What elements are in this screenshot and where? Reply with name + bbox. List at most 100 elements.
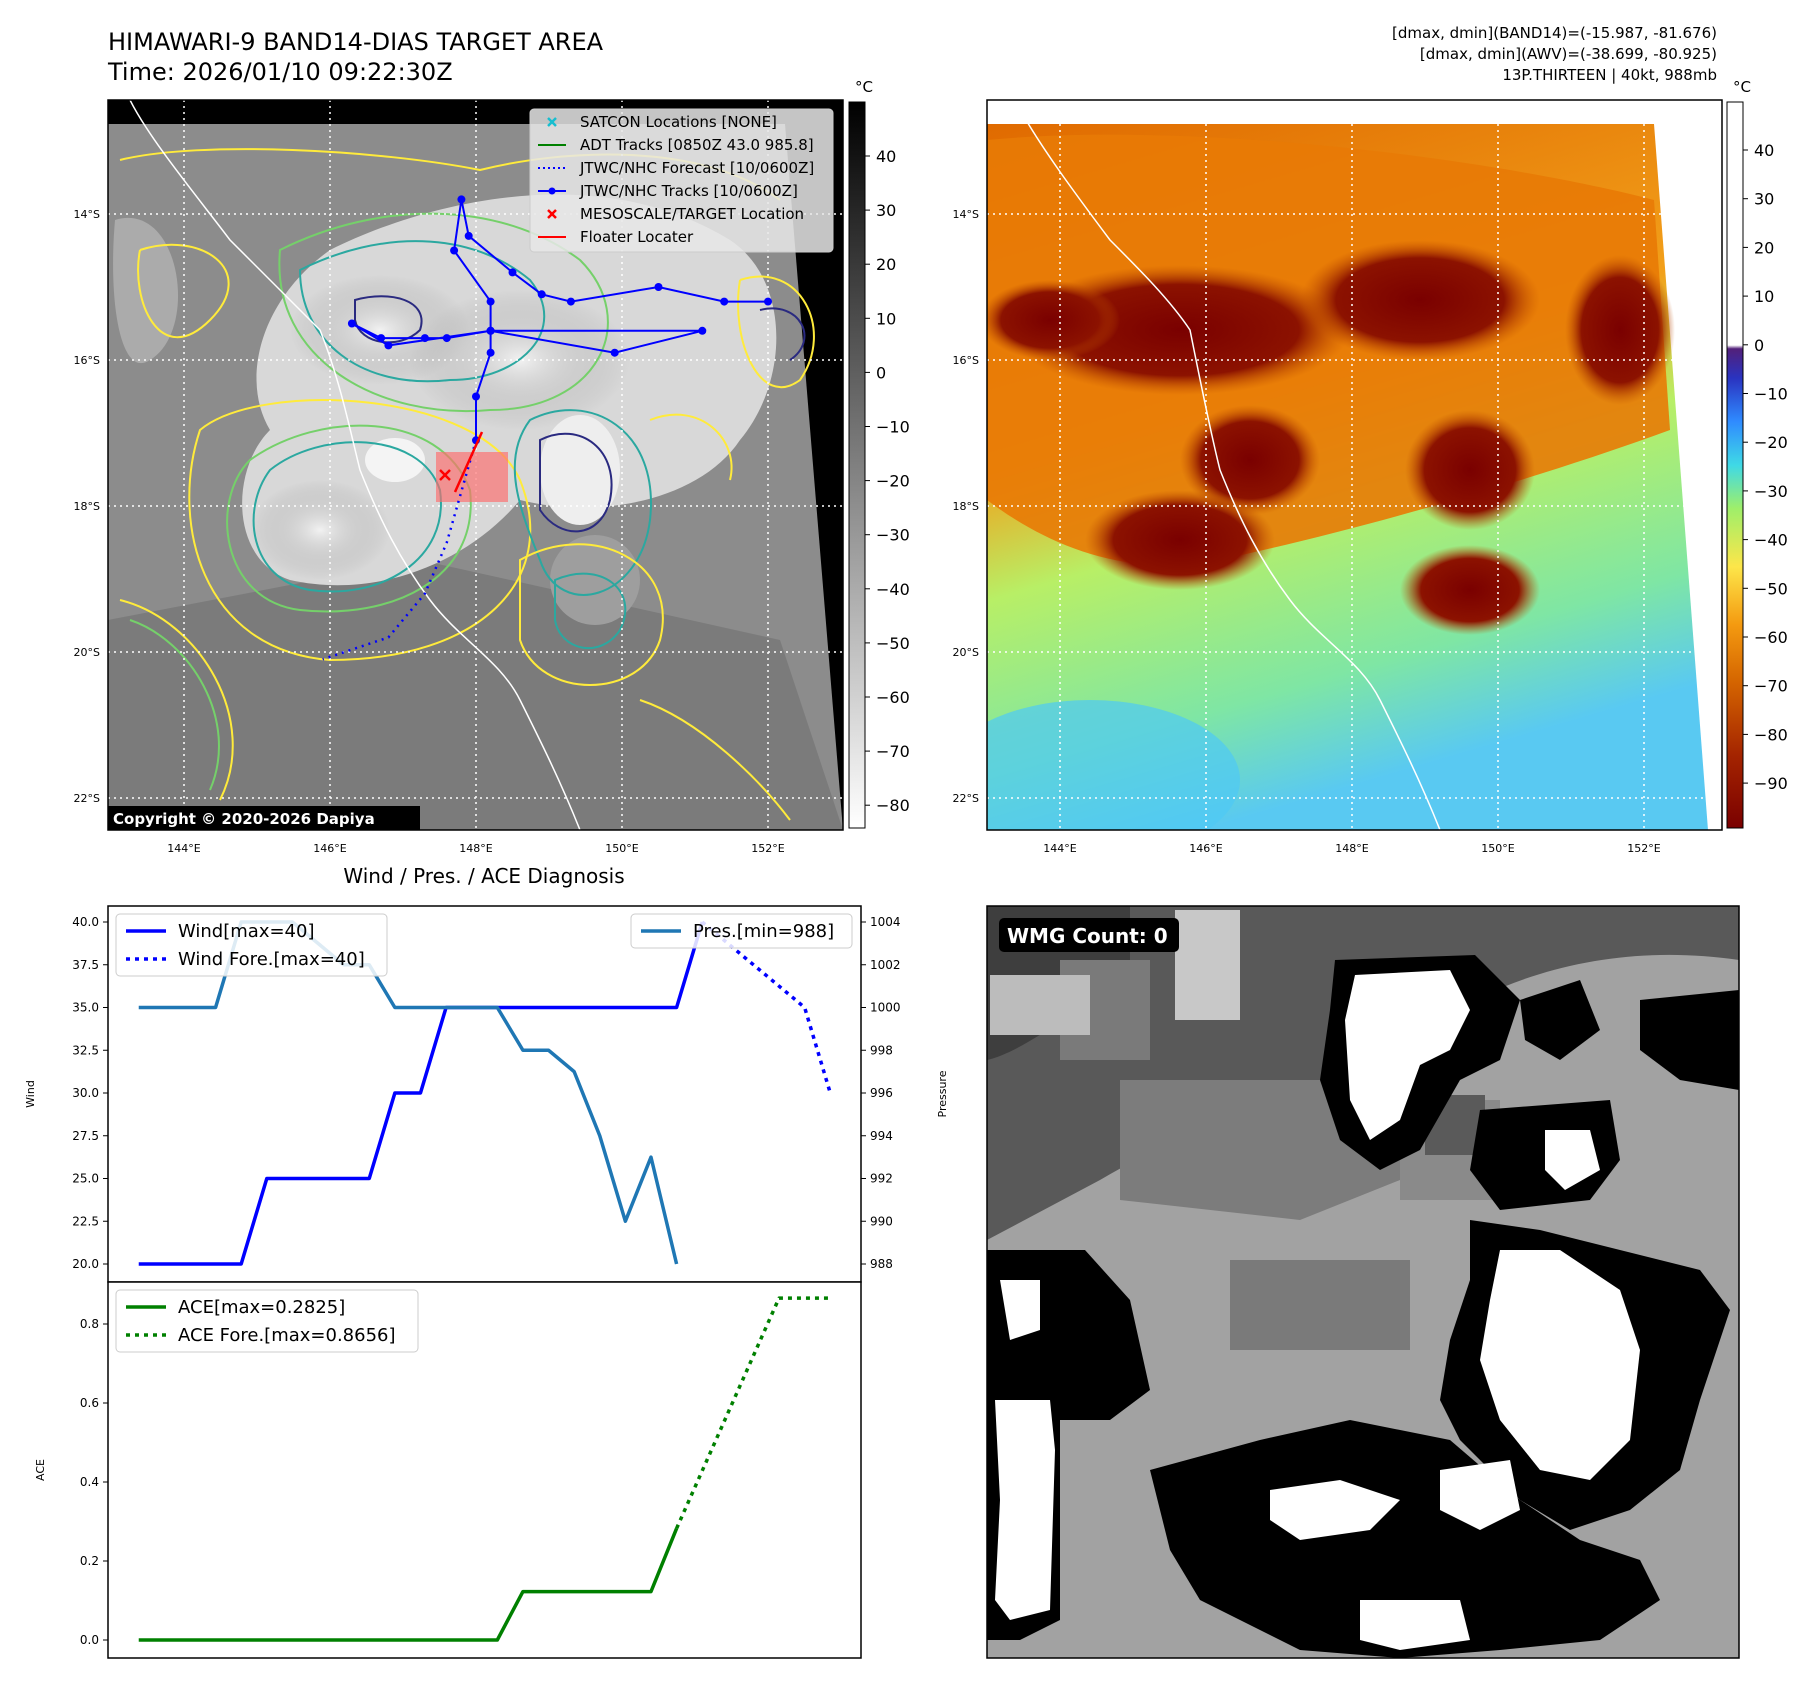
ace-panel: 0.8 0.6 0.4 0.2 0.0 ACE ACE[max=0.2825] ACE …: [34, 1281, 862, 1659]
colorbar-tick-label: −30: [1754, 482, 1788, 501]
jtwc-track-point: [566, 297, 575, 306]
jtwc-track-point: [377, 334, 386, 343]
ace-line: [138, 1527, 679, 1642]
colorbar-tick-label: 10: [876, 309, 896, 328]
jtwc-forecast-line: [322, 439, 478, 661]
colorbar-tick-label: 20: [1754, 238, 1774, 257]
colorbar-left: °C 40 30 20 10 0 −10 −20 −30 −40 −50 −60 −70 −80: [848, 78, 910, 829]
wind-tick-label: 25.0: [72, 1172, 99, 1186]
legend-pressure: Pres.[min=988]: [693, 921, 834, 942]
jtwc-track-point: [347, 319, 356, 328]
colorbar-tick-label: 30: [1754, 190, 1774, 209]
lat-tick-22: 22°S: [74, 792, 100, 805]
map-legend-label: Floater Locater: [580, 228, 694, 246]
awv-lat-tick-16: 16°S: [953, 354, 979, 367]
legend-x-marker: [547, 117, 557, 127]
colorbar-tick-label: −10: [876, 418, 910, 437]
colorbar-tick-label: −50: [876, 634, 910, 653]
ace-legend: ACE[max=0.2825] ACE Fore.[max=0.8656]: [115, 1289, 419, 1353]
jtwc-track-point: [508, 268, 517, 277]
legend-wind-fore: Wind Fore.[max=40]: [178, 949, 365, 970]
pressure-tick-label: 990: [870, 1214, 893, 1228]
awv-lat-tick-20: 20°S: [953, 646, 979, 659]
colorbar-tick-label: 20: [876, 255, 896, 274]
ace-tick-label: 0.6: [80, 1396, 99, 1410]
figure-title: HIMAWARI-9 BAND14-DIAS TARGET AREA: [108, 28, 604, 56]
jtwc-track-point: [720, 297, 729, 306]
map-legend-item: JTWC/NHC Forecast [10/0600Z]: [538, 159, 814, 177]
lon-tick-146: 146°E: [313, 842, 346, 855]
map-legend-label: ADT Tracks [0850Z 43.0 985.8]: [580, 136, 814, 154]
colorbar-tick-label: 10: [1754, 287, 1774, 306]
legend-ace: ACE[max=0.2825]: [178, 1297, 345, 1318]
wind-tick-label: 22.5: [72, 1214, 99, 1228]
pressure-axis-label: Pressure: [936, 1070, 949, 1117]
wind-tick-label: 40.0: [72, 915, 99, 929]
map-ir-legend: SATCON Locations [NONE] ADT Tracks [0850Z…: [529, 108, 834, 253]
colorbar-tick-label: −20: [876, 472, 910, 491]
colorbar-left-unit: °C: [855, 78, 873, 96]
wind-tick-label: 32.5: [72, 1043, 99, 1057]
pressure-tick-label: 1000: [870, 1001, 901, 1015]
pressure-tick-label: 1004: [870, 915, 901, 929]
jtwc-track-point: [654, 283, 663, 291]
pressure-tick-label: 992: [870, 1172, 893, 1186]
info-line-awv: [dmax, dmin](AWV)=(-38.699, -80.925): [1420, 45, 1717, 63]
awv-lon-tick-150: 150°E: [1481, 842, 1514, 855]
awv-lat-tick-22: 22°S: [953, 792, 979, 805]
awv-lon-tick-146: 146°E: [1189, 842, 1222, 855]
jtwc-track-point: [420, 334, 429, 343]
colorbar-tick-label: −80: [876, 796, 910, 815]
jtwc-track-point: [764, 297, 772, 306]
jtwc-track-point: [464, 231, 473, 240]
colorbar-tick-label: 0: [1754, 336, 1764, 355]
wind-forecast-line: [701, 920, 832, 1094]
wmg-panel: WMG Count: 0: [986, 905, 1740, 1659]
wind-tick-label: 27.5: [72, 1129, 99, 1143]
map-awv-gridlines: [987, 100, 1722, 830]
colorbar-tick-label: −10: [1754, 385, 1788, 404]
colorbar-tick-label: −50: [1754, 579, 1788, 598]
floater-locater-line: [453, 431, 484, 493]
pressure-tick-label: 998: [870, 1043, 893, 1057]
target-marker: [439, 469, 451, 481]
jtwc-track-point: [537, 290, 546, 299]
colorbar-tick-label: 0: [876, 363, 886, 382]
lat-tick-20: 20°S: [74, 646, 100, 659]
map-legend-label: JTWC/NHC Forecast [10/0600Z]: [579, 159, 814, 177]
map-legend-label: SATCON Locations [NONE]: [580, 113, 777, 131]
map-legend-item: ADT Tracks [0850Z 43.0 985.8]: [538, 136, 814, 154]
pressure-tick-label: 996: [870, 1086, 893, 1100]
wind-pressure-panel: 40.0 37.5 35.0 32.5 30.0 27.5 25.0 22.5 20.0 1004…: [24, 905, 949, 1283]
wmg-count-label: WMG Count: 0: [1007, 924, 1168, 948]
colorbar-tick-label: −70: [876, 742, 910, 761]
info-line-storm: 13P.THIRTEEN | 40kt, 988mb: [1502, 66, 1717, 84]
colorbar-tick-label: 30: [876, 201, 896, 220]
awv-lon-tick-144: 144°E: [1043, 842, 1076, 855]
colorbar-tick-label: −40: [1754, 531, 1788, 550]
jtwc-track-point: [442, 334, 451, 343]
legend-dot-marker: [548, 187, 556, 195]
map-legend-item: Floater Locater: [538, 228, 694, 246]
legend-wind: Wind[max=40]: [178, 921, 315, 942]
jtwc-track-point: [486, 348, 495, 357]
ace-tick-label: 0.8: [80, 1317, 99, 1331]
jtwc-track-layer: [322, 195, 772, 661]
colorbar-right-unit: °C: [1733, 78, 1751, 96]
ace-axis-label: ACE: [34, 1459, 47, 1481]
info-line-band14: [dmax, dmin](BAND14)=(-15.987, -81.676): [1392, 24, 1717, 42]
ace-tick-label: 0.4: [80, 1475, 99, 1489]
colorbar-tick-label: −80: [1754, 725, 1788, 744]
awv-lat-tick-14: 14°S: [953, 208, 979, 221]
jtwc-track-point: [457, 195, 466, 204]
wind-axis-label: Wind: [24, 1080, 37, 1108]
ace-tick-label: 0.2: [80, 1554, 99, 1568]
wind-tick-label: 20.0: [72, 1257, 99, 1271]
wind-legend: Wind[max=40] Wind Fore.[max=40]: [115, 913, 388, 977]
colorbar-tick-label: −70: [1754, 677, 1788, 696]
lat-tick-16: 16°S: [74, 354, 100, 367]
pressure-tick-label: 988: [870, 1257, 893, 1271]
colorbar-tick-label: −60: [876, 688, 910, 707]
jtwc-track-point: [450, 246, 459, 255]
